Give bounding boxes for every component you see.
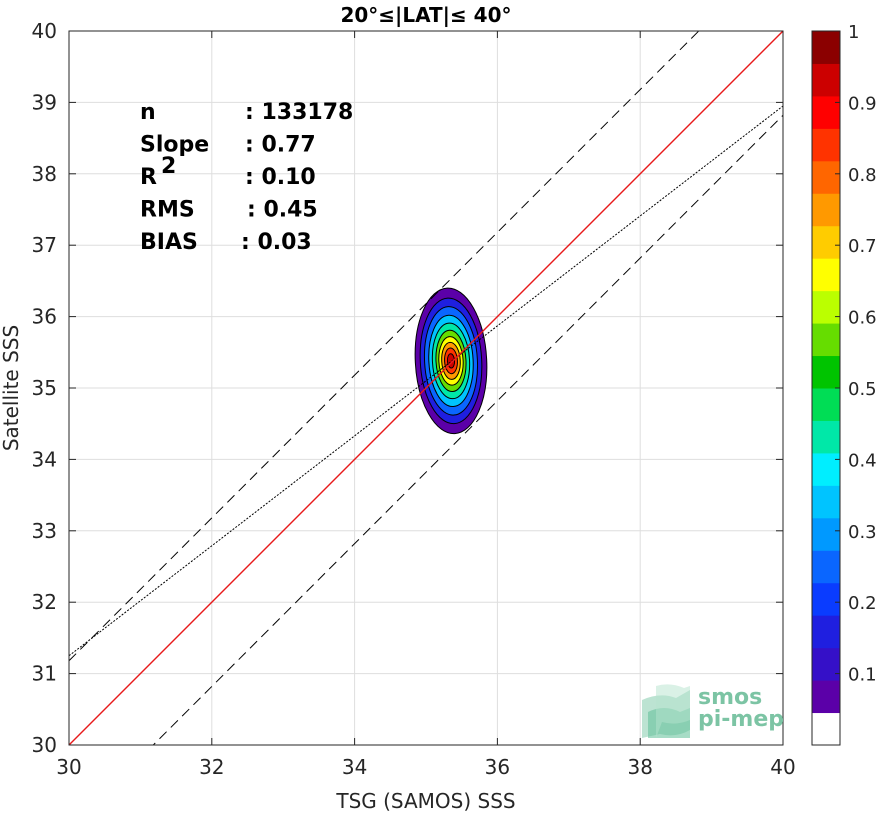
stat-value: : 0.45 bbox=[247, 198, 318, 223]
identity-line bbox=[69, 31, 783, 745]
y-axis-label: Satellite SSS bbox=[0, 325, 23, 451]
y-tick-label: 35 bbox=[32, 376, 57, 400]
colorbar: 0.1 0.2 0.3 0.4 0.5 0.6 0.7 0.8 0.9 1 bbox=[811, 22, 877, 746]
logo-waves-icon bbox=[642, 684, 690, 738]
x-axis-label: TSG (SAMOS) SSS bbox=[335, 789, 515, 813]
colorbar-segment bbox=[812, 193, 840, 227]
stat-label-superscript: 2 bbox=[161, 154, 176, 179]
x-tick-label: 40 bbox=[770, 755, 795, 779]
colorbar-segment bbox=[812, 582, 840, 616]
regression-line bbox=[69, 105, 783, 657]
colorbar-segment bbox=[812, 452, 840, 486]
colorbar-tick-label: 0.4 bbox=[848, 450, 877, 471]
colorbar-segment bbox=[812, 615, 840, 649]
stat-value: : 0.10 bbox=[245, 165, 316, 190]
colorbar-tick-label: 0.5 bbox=[848, 379, 877, 400]
colorbar-segment bbox=[812, 680, 840, 714]
y-tick-label: 33 bbox=[32, 519, 57, 543]
colorbar-segment bbox=[812, 647, 840, 681]
chart-title: 20°≤|LAT|≤ 40° bbox=[340, 3, 511, 27]
logo-text-pi-mep: pi-mep bbox=[698, 707, 784, 732]
y-tick-label: 36 bbox=[32, 305, 57, 329]
colorbar-segment bbox=[812, 128, 840, 162]
colorbar-segment bbox=[812, 712, 840, 746]
x-tick-label: 38 bbox=[627, 755, 652, 779]
stat-label-r: R bbox=[140, 165, 157, 190]
colorbar-segment bbox=[812, 485, 840, 519]
y-tick-label: 32 bbox=[32, 590, 57, 614]
y-tick-label: 31 bbox=[32, 662, 57, 686]
colorbar-segment bbox=[812, 355, 840, 389]
y-tick-label: 38 bbox=[32, 162, 57, 186]
colorbar-segment bbox=[812, 258, 840, 292]
upper-bound-line bbox=[69, 31, 700, 662]
colorbar-tick-label: 0.7 bbox=[848, 236, 877, 257]
colorbar-segment bbox=[812, 550, 840, 584]
smos-pi-mep-logo: smos pi-mep bbox=[642, 684, 784, 738]
colorbar-segment bbox=[812, 323, 840, 357]
y-axis-ticks: 30 31 32 33 34 35 36 37 38 39 40 bbox=[32, 19, 783, 757]
colorbar-tick-label: 0.6 bbox=[848, 308, 877, 329]
x-tick-label: 36 bbox=[485, 755, 510, 779]
logo-text-smos: smos bbox=[698, 685, 762, 710]
colorbar-tick-label: 0.9 bbox=[848, 93, 877, 114]
stat-value: : 0.03 bbox=[241, 230, 312, 255]
colorbar-tick-label: 0.2 bbox=[848, 593, 877, 614]
lower-bound-line bbox=[152, 114, 783, 745]
colorbar-tick-label: 0.3 bbox=[848, 522, 877, 543]
stat-label-bias: BIAS bbox=[140, 230, 198, 255]
colorbar-segment bbox=[812, 225, 840, 259]
stat-label-rms: RMS bbox=[140, 198, 195, 223]
colorbar-segment bbox=[812, 388, 840, 421]
y-tick-label: 37 bbox=[32, 233, 57, 257]
density-contours bbox=[414, 287, 488, 435]
y-tick-label: 39 bbox=[32, 90, 57, 114]
x-tick-label: 30 bbox=[56, 755, 81, 779]
colorbar-segment bbox=[812, 63, 840, 97]
colorbar-segment bbox=[812, 290, 840, 324]
y-tick-label: 34 bbox=[32, 447, 57, 471]
colorbar-segment bbox=[812, 95, 840, 129]
x-axis-ticks: 30 32 34 36 38 40 bbox=[56, 31, 796, 779]
y-tick-label: 30 bbox=[32, 733, 57, 757]
x-tick-label: 34 bbox=[342, 755, 367, 779]
y-tick-label: 40 bbox=[32, 19, 57, 43]
stat-label-slope: Slope bbox=[140, 133, 209, 158]
grid bbox=[68, 30, 784, 746]
colorbar-tick-label: 1 bbox=[848, 22, 859, 43]
reference-lines bbox=[69, 31, 783, 745]
colorbar-tick-label: 0.1 bbox=[848, 665, 877, 686]
colorbar-segment bbox=[812, 160, 840, 194]
x-tick-label: 32 bbox=[199, 755, 224, 779]
colorbar-segment bbox=[812, 420, 840, 454]
colorbar-segment bbox=[812, 31, 840, 64]
stat-value: : 0.77 bbox=[245, 133, 316, 158]
stats-box: n : 133178 Slope : 0.77 R 2 : 0.10 RMS : 0.45 BIA… bbox=[140, 100, 353, 255]
stat-label-n: n bbox=[140, 100, 156, 125]
colorbar-segment bbox=[812, 517, 840, 551]
colorbar-tick-label: 0.8 bbox=[848, 165, 877, 186]
stat-value: : 133178 bbox=[245, 100, 353, 125]
